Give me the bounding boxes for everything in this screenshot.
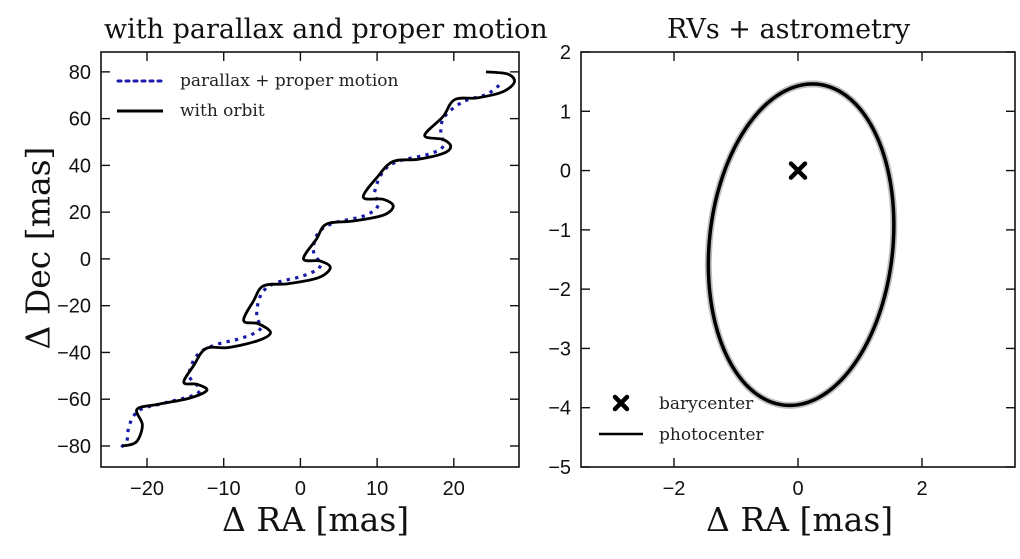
y-tick-label: −1 <box>548 220 571 242</box>
right-plot-title: RVs + astrometry <box>667 14 911 45</box>
left-axes: −20 −10 0 10 20 −80 −60 −40 −20 0 20 40 60 80 <box>57 51 520 500</box>
plot-area <box>120 70 516 449</box>
y-tick-label: 2 <box>560 42 571 64</box>
y-tick-label: 80 <box>69 62 91 84</box>
legend-label-photocenter: photocenter <box>659 425 765 445</box>
x-marker-legend-icon <box>612 394 630 412</box>
y-tick-label: −5 <box>548 457 571 479</box>
y-tick-label: −40 <box>57 342 91 364</box>
y-tick-label: 20 <box>69 202 91 224</box>
left-x-axis-label: Δ RA [mas] <box>222 500 410 539</box>
right-axes: −2 0 2 −5 −4 −3 −2 −1 0 1 2 <box>548 42 1016 500</box>
x-tick-label: 2 <box>916 478 927 500</box>
x-tick-label: 0 <box>792 478 803 500</box>
legend-label-parallax: parallax + proper motion <box>180 71 399 91</box>
y-tick-label: −3 <box>548 338 571 360</box>
x-tick-label: 0 <box>295 478 306 500</box>
parallax-proper-motion-line <box>120 79 506 449</box>
y-tick-label: 0 <box>80 249 91 271</box>
x-tick-label: −10 <box>207 478 241 500</box>
plot-area <box>704 80 898 409</box>
left-plot-title: with parallax and proper motion <box>104 14 548 45</box>
y-tick-label: −2 <box>548 279 571 301</box>
with-orbit-line <box>122 70 516 448</box>
y-tick-label: −60 <box>57 389 91 411</box>
left-legend: parallax + proper motion with orbit <box>116 71 399 121</box>
y-tick-label: −20 <box>57 296 91 318</box>
right-x-axis-label: Δ RA [mas] <box>706 500 894 539</box>
x-tick-label: 10 <box>366 478 388 500</box>
legend-label-barycenter: barycenter <box>659 394 754 414</box>
x-tick-label: −20 <box>130 478 164 500</box>
x-tick-label: 20 <box>443 478 465 500</box>
right-legend: barycenter photocenter <box>599 394 765 445</box>
y-tick-label: 1 <box>560 101 571 123</box>
legend-label-orbit: with orbit <box>180 101 265 121</box>
barycenter-x-marker-icon <box>788 161 808 180</box>
y-tick-label: 60 <box>69 109 91 131</box>
photocenter-orbit-band <box>704 80 898 409</box>
photocenter-orbit-line <box>706 82 896 408</box>
x-tick-label: −2 <box>663 478 686 500</box>
y-tick-label: 40 <box>69 155 91 177</box>
y-tick-label: 0 <box>560 161 571 183</box>
y-tick-label: −4 <box>548 398 571 420</box>
y-tick-label: −80 <box>57 436 91 458</box>
